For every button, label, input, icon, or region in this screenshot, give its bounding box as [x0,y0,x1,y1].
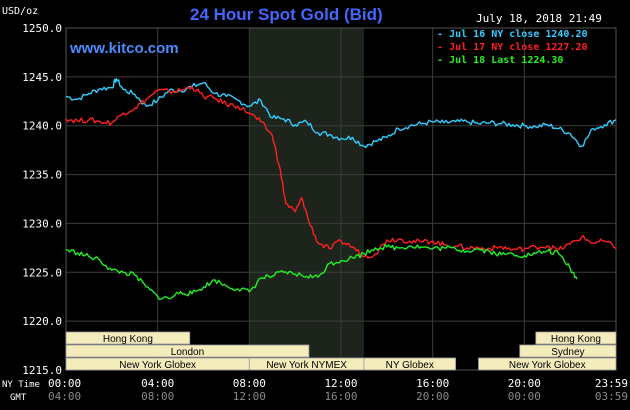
session-label-2: London [171,347,204,358]
chart-title: 24 Hour Spot Gold (Bid) [190,5,383,24]
legend-entry-jul16: - Jul 16 NY close 1240.20 [437,29,588,40]
y-axis-ticks: 1250.0 1245.0 1240.0 1235.0 1230.0 1225.0 1220… [22,22,62,377]
x-axis-label-gmt: GMT [10,393,27,403]
y-tick-label-6: 1220.0 [22,315,62,328]
session-bar-3 [519,344,617,358]
x-tick-label-ny-6: 23:59 [595,377,628,390]
x-tick-label-gmt-4: 20:00 [416,390,449,403]
y-tick-label-7: 1215.0 [22,364,62,377]
series-line-2 [65,243,578,301]
session-label-1: Hong Kong [551,334,601,345]
session-bar-7 [478,357,617,371]
x-tick-label-ny-5: 20:00 [508,377,541,390]
trading-sessions: Hong Kong Hong Kong London Sydney New York G… [65,331,617,371]
x-tick-label-ny-1: 04:00 [141,377,174,390]
session-bar-1 [535,331,617,345]
y-axis-unit: USD/oz [2,6,38,17]
series-line-0 [65,78,617,149]
y-tick-label-3: 1235.0 [22,169,62,182]
y-tick-label-4: 1230.0 [22,217,62,230]
x-tick-label-gmt-6: 03:59 [595,390,628,403]
session-label-6: NY Globex [386,360,434,371]
y-tick-label-0: 1250.0 [22,22,62,35]
session-label-7: New York Globex [509,360,586,371]
y-tick-label-5: 1225.0 [22,266,62,279]
series-line-1 [65,85,617,259]
session-bar-0 [65,331,191,345]
legend: - Jul 16 NY close 1240.20 - Jul 17 NY cl… [437,29,588,66]
x-tick-label-ny-4: 16:00 [416,377,449,390]
session-bar-2 [65,344,310,358]
y-tick-label-2: 1240.0 [22,120,62,133]
session-label-4: New York Globex [119,360,196,371]
x-tick-label-gmt-2: 12:00 [233,390,266,403]
series-lines [65,78,617,301]
x-axis-label-ny: NY Time [2,380,40,390]
nymex-session-shade [249,28,364,370]
session-label-3: Sydney [551,347,584,358]
date-label: July 18, 2018 21:49 [476,12,602,25]
session-label-5: New York NYMEX [266,360,347,371]
x-tick-label-gmt-1: 08:00 [141,390,174,403]
x-tick-label-gmt-5: 00:00 [508,390,541,403]
x-tick-label-ny-3: 12:00 [324,377,357,390]
legend-entry-jul18: - Jul 18 Last 1224.30 [437,55,563,66]
x-tick-label-ny-2: 08:00 [233,377,266,390]
website-label: www.kitco.com [69,40,179,57]
legend-entry-jul17: - Jul 17 NY close 1227.20 [437,42,588,53]
x-axis-ticks: 00:0004:0004:0008:0008:0012:0012:0016:00… [48,377,628,403]
x-tick-label-gmt-3: 16:00 [324,390,357,403]
session-bar-6 [363,357,456,371]
x-tick-label-ny-0: 00:00 [48,377,81,390]
y-tick-label-1: 1245.0 [22,71,62,84]
session-label-0: Hong Kong [103,334,153,345]
x-tick-label-gmt-0: 04:00 [48,390,81,403]
